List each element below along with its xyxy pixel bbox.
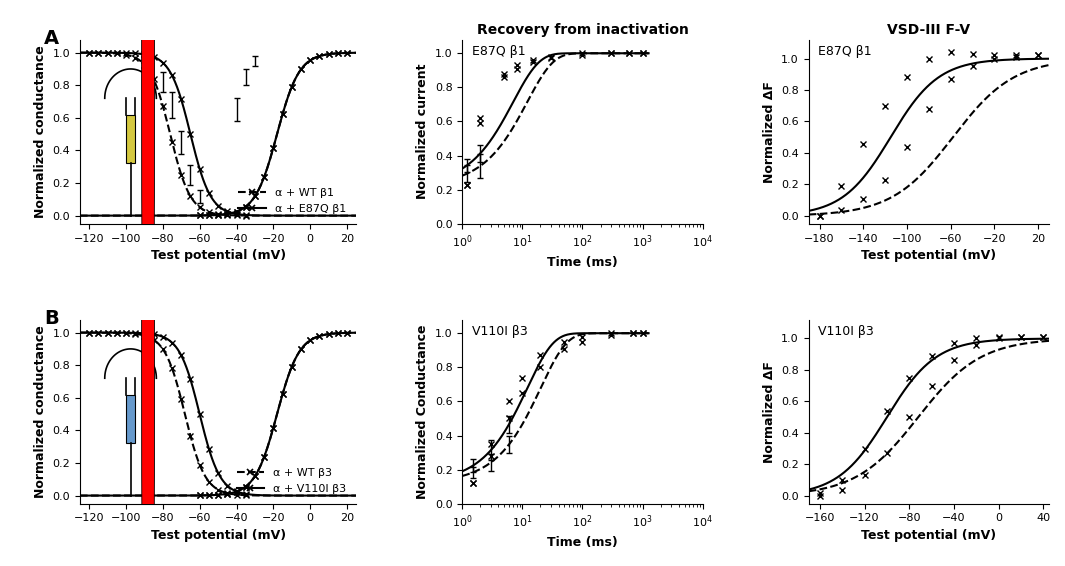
X-axis label: Test potential (mV): Test potential (mV) xyxy=(150,529,285,542)
Text: E87Q β1: E87Q β1 xyxy=(818,45,872,58)
Y-axis label: Normalized conductance: Normalized conductance xyxy=(34,325,47,498)
Text: E87Q β1: E87Q β1 xyxy=(472,45,525,58)
Text: B: B xyxy=(44,308,59,328)
X-axis label: Test potential (mV): Test potential (mV) xyxy=(862,529,997,542)
Bar xyxy=(126,114,135,164)
Legend: α + WT β3, α + V110I β3: α + WT β3, α + V110I β3 xyxy=(232,464,350,498)
Y-axis label: Normalized Conductance: Normalized Conductance xyxy=(416,324,429,499)
Title: VSD-III F-V: VSD-III F-V xyxy=(887,23,970,37)
Y-axis label: Normalized ΔF: Normalized ΔF xyxy=(763,81,775,183)
X-axis label: Test potential (mV): Test potential (mV) xyxy=(150,249,285,262)
Legend: α + WT β1, α + E87Q β1: α + WT β1, α + E87Q β1 xyxy=(234,184,350,218)
Circle shape xyxy=(142,0,154,566)
Text: V110I β3: V110I β3 xyxy=(472,325,527,338)
Y-axis label: Normalized current: Normalized current xyxy=(416,64,429,199)
X-axis label: Test potential (mV): Test potential (mV) xyxy=(862,249,997,262)
Y-axis label: Normalized conductance: Normalized conductance xyxy=(34,45,47,218)
X-axis label: Time (ms): Time (ms) xyxy=(547,535,618,548)
Y-axis label: Normalized ΔF: Normalized ΔF xyxy=(763,361,775,462)
Text: V110I β3: V110I β3 xyxy=(818,325,874,338)
X-axis label: Time (ms): Time (ms) xyxy=(547,256,618,269)
Text: A: A xyxy=(44,28,59,48)
Title: Recovery from inactivation: Recovery from inactivation xyxy=(476,23,688,37)
Bar xyxy=(126,395,135,443)
Circle shape xyxy=(142,0,154,566)
